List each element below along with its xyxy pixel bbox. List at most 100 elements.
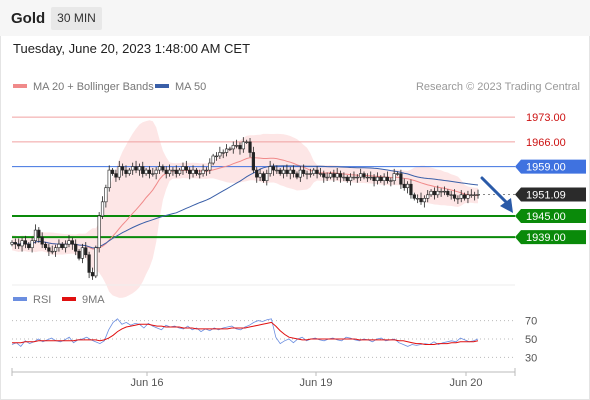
candle-body [365,176,369,179]
candle-body [23,240,28,245]
x-tick-label: Jun 16 [130,377,163,389]
candle-body [114,173,118,178]
candle-body [466,194,470,199]
ma50-legend-swatch [155,84,169,88]
candle-body [258,173,262,178]
candle-body [131,166,135,171]
candle-body [452,194,457,199]
candle-body [37,229,41,238]
candle-body [57,243,61,249]
candle-body [332,173,336,178]
candle-body [228,148,232,151]
rsi-tick-70: 70 [525,316,537,328]
candle-body [362,173,366,178]
candle-body [124,169,128,174]
candle-body [201,169,205,174]
rsi-legend-swatch [13,297,27,301]
candle-body [198,173,202,175]
candle-body [422,198,426,203]
ma20-legend-swatch [13,84,27,88]
candle-body [325,176,329,179]
candle-body [265,173,269,181]
candle-body [412,194,416,199]
candle-body [84,247,88,256]
candle-body [144,169,148,174]
candle-body [174,169,178,174]
candle-body [369,176,373,179]
level-tag-pivot [515,159,586,174]
candle-body [268,166,272,174]
candle-body [147,169,152,174]
projection-arrow [480,176,510,206]
candle-body [67,240,71,245]
candle-body [476,194,480,196]
candle-body [77,250,81,259]
candle-body [167,169,172,174]
candle-body [241,141,245,150]
candle-body [211,155,215,164]
candle-body [171,169,175,172]
timeframe-button[interactable]: 30 MIN [51,7,102,30]
candle-body [395,173,400,175]
candle-body [10,242,14,245]
candle-body [419,198,423,203]
candle-body [214,155,219,158]
candle-body [392,173,396,181]
candle-body [181,166,185,171]
ma50-line [11,165,479,249]
instrument-title: Gold [11,10,46,27]
chart-header: Gold 30 MIN [0,0,590,36]
candle-body [255,169,259,178]
candle-body [33,229,38,241]
candle-body [43,243,48,249]
rsi-line [11,318,479,347]
candle-body [315,169,319,174]
level-tag-last [515,187,586,202]
candle-body [194,169,198,174]
candle-body [278,169,282,174]
candle-body [137,166,141,171]
candle-body [379,176,383,181]
rsi-tick-50: 50 [525,334,537,346]
candle-body [188,169,192,174]
candle-body [107,169,111,189]
candle-body [328,173,333,178]
candle-body [224,148,229,153]
level-label-support: 1939.00 [526,232,566,244]
candle-body [375,176,380,181]
candle-body [60,243,64,249]
candle-body [20,240,24,247]
candle-body [338,173,343,178]
rsi-ma-line [12,321,479,345]
candle-body [191,169,195,174]
level-label-support: 1945.00 [526,211,566,223]
candle-body [208,162,212,171]
rsi-legend-label: RSI [33,294,51,306]
candle-body [281,169,286,174]
ma9-legend-label: 9MA [82,294,105,306]
level-tag-support [515,208,586,223]
candle-body [87,254,91,273]
candle-body [285,169,289,174]
chart-datetime: Tuesday, June 20, 2023 1:48:00 AM CET [13,41,251,56]
candle-body [312,169,316,174]
candle-body [94,247,98,277]
candle-body [154,169,158,174]
level-label-last: 1951.09 [526,189,566,201]
level-label-resistance: 1973.00 [526,112,566,124]
candle-body [372,176,376,181]
candle-body [134,166,138,171]
candle-body [342,176,346,179]
candle-body [442,190,447,193]
candle-body [184,166,188,171]
candle-body [238,145,242,150]
level-label-pivot: 1959.00 [526,162,566,174]
candle-body [157,166,162,171]
candle-body [90,272,95,277]
candle-body [446,190,450,196]
level-label-resistance: 1966.00 [526,137,566,149]
candle-body [141,166,145,174]
candle-body [221,152,225,154]
rsi-tick-30: 30 [525,352,537,364]
